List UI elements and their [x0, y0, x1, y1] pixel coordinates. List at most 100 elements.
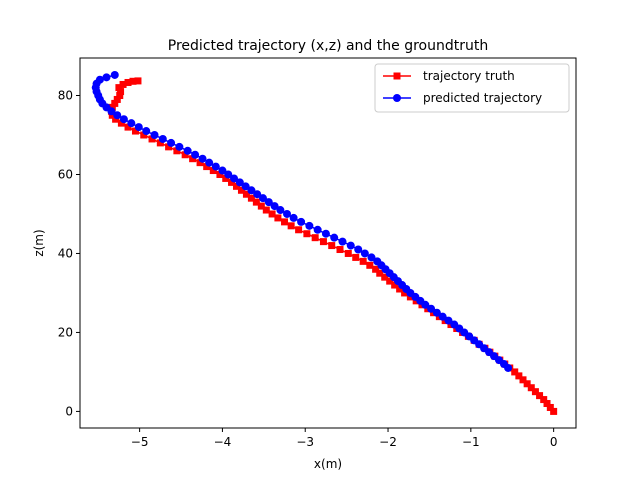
predicted-point [360, 249, 369, 258]
predicted-point [444, 316, 453, 325]
y-tick-label: 80 [58, 89, 73, 103]
truth-point [523, 380, 531, 388]
predicted-point [241, 182, 250, 191]
predicted-point [338, 237, 347, 246]
x-tick-label: −3 [296, 435, 314, 449]
truth-point [117, 119, 125, 127]
predicted-point [230, 174, 239, 183]
y-tick-label: 0 [65, 404, 73, 418]
truth-point [311, 234, 319, 242]
truth-point [237, 186, 245, 194]
truth-point [328, 242, 336, 250]
truth-point [536, 392, 544, 400]
predicted-point [258, 194, 267, 203]
truth-point [156, 139, 164, 147]
truth-point [108, 103, 116, 111]
predicted-point [127, 119, 136, 128]
truth-point [262, 206, 270, 214]
predicted-point [102, 73, 111, 82]
truth-point [546, 403, 554, 411]
predicted-point [270, 202, 279, 211]
y-axis-ticks: 0 20 40 60 80 [58, 89, 80, 418]
truth-point [550, 407, 558, 415]
truth-point [274, 214, 282, 222]
truth-point [396, 285, 404, 293]
truth-point [376, 269, 384, 277]
y-axis-title: z(m) [32, 229, 46, 256]
predicted-point [205, 158, 214, 167]
predicted-point [211, 162, 220, 171]
truth-point [344, 249, 352, 257]
predicted-point [150, 131, 159, 140]
truth-point [124, 123, 132, 131]
predicted-point [367, 253, 376, 262]
predicted-point [330, 233, 339, 242]
truth-point [222, 174, 230, 182]
truth-point [203, 163, 211, 171]
predicted-point [313, 225, 322, 234]
truth-point [531, 388, 539, 396]
truth-point [359, 257, 367, 265]
truth-point [372, 265, 380, 273]
y-tick-label: 40 [58, 246, 73, 260]
truth-point [111, 99, 119, 107]
predicted-point [142, 127, 151, 136]
truth-point [268, 210, 276, 218]
truth-point [228, 178, 236, 186]
truth-point [117, 88, 125, 96]
axes-frame [79, 57, 577, 429]
truth-point [181, 151, 189, 159]
predicted-point [167, 138, 176, 147]
x-tick-label: −2 [379, 435, 397, 449]
truth-point [515, 372, 523, 380]
predicted-point [354, 245, 363, 254]
truth-point [252, 198, 260, 206]
truth-point [116, 92, 124, 100]
truth-point [543, 400, 551, 408]
truth-point [519, 376, 527, 384]
truth-point [209, 167, 217, 175]
truth-point [189, 155, 197, 163]
truth-point [391, 281, 399, 289]
series-layer [91, 70, 558, 415]
predicted-point [198, 154, 207, 163]
truth-point [108, 111, 116, 119]
x-tick-label: 0 [550, 435, 558, 449]
predicted-point [427, 304, 436, 313]
truth-point [148, 135, 156, 143]
x-axis-ticks: −5 −4 −3 −2 −1 0 [131, 428, 558, 449]
truth-point [112, 115, 120, 123]
truth-point [401, 289, 409, 297]
predicted-point [283, 209, 292, 218]
predicted-point [247, 186, 256, 195]
truth-point [281, 218, 289, 226]
truth-point [140, 131, 148, 139]
truth-point [511, 368, 519, 376]
truth-point [216, 170, 224, 178]
predicted-point [305, 221, 314, 230]
truth-point [295, 226, 303, 234]
predicted-point [276, 206, 285, 215]
truth-point [119, 80, 127, 88]
predicted-point [264, 198, 273, 207]
truth-point [134, 77, 142, 85]
x-tick-label: −1 [462, 435, 480, 449]
predicted-point [119, 115, 128, 124]
truth-point [196, 159, 204, 167]
predicted-point [438, 312, 447, 321]
predicted-point [253, 190, 262, 199]
truth-point [242, 190, 250, 198]
x-axis-title: x(m) [314, 457, 342, 471]
series-circle-group [91, 70, 513, 372]
x-tick-label: −4 [214, 435, 232, 449]
y-tick-label: 60 [58, 167, 73, 181]
predicted-point [158, 134, 167, 143]
predicted-point [218, 166, 227, 175]
predicted-point [321, 229, 330, 238]
truth-point [540, 396, 548, 404]
truth-point [115, 84, 123, 92]
predicted-point [373, 257, 382, 266]
predicted-point [297, 217, 306, 226]
chart-title: Predicted trajectory (x,z) and the groun… [168, 38, 488, 54]
